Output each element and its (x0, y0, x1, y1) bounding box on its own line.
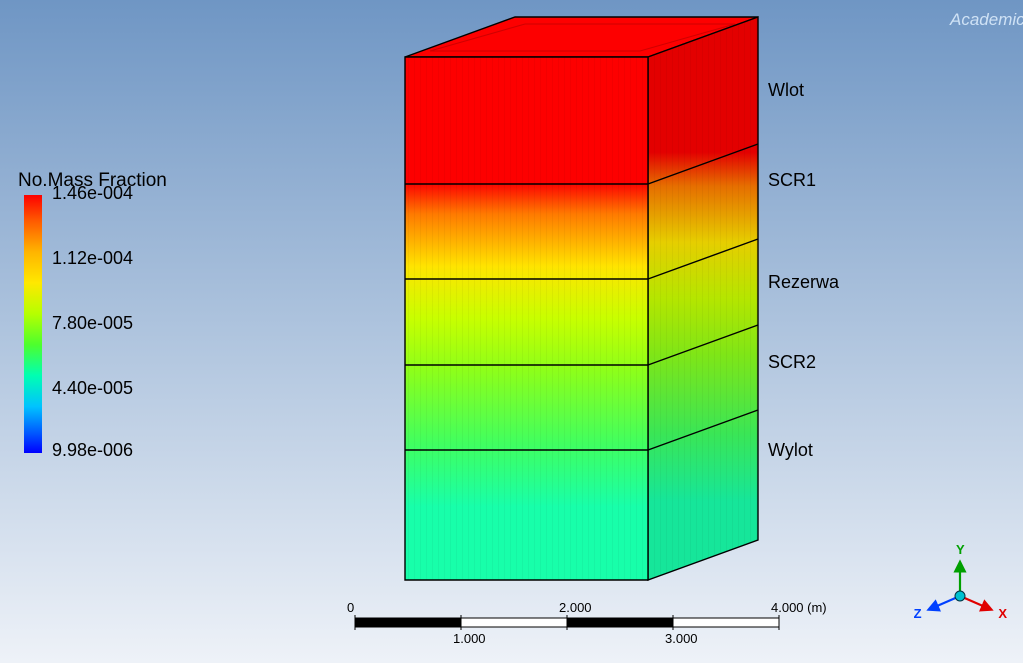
axis-label-x: X (998, 606, 1007, 621)
section-label: SCR2 (768, 352, 816, 373)
section-label: Wlot (768, 80, 804, 101)
scale-tick-label: 3.000 (665, 631, 698, 646)
scene-svg (0, 0, 1023, 663)
scale-segment (673, 618, 779, 627)
model-front-hatch (405, 57, 648, 580)
legend-tick: 7.80e-005 (52, 313, 133, 334)
legend-tick: 4.40e-005 (52, 378, 133, 399)
section-label: Wylot (768, 440, 813, 461)
model-3d (405, 17, 758, 580)
legend-tick: 1.46e-004 (52, 183, 133, 204)
legend-tick: 1.12e-004 (52, 248, 133, 269)
axis-origin (955, 591, 965, 601)
section-label: SCR1 (768, 170, 816, 191)
legend-tick: 9.98e-006 (52, 440, 133, 461)
scale-tick-label: 2.000 (559, 600, 592, 615)
section-label: Rezerwa (768, 272, 839, 293)
scale-tick-label: 4.000 (m) (771, 600, 827, 615)
scale-segment (461, 618, 567, 627)
scale-tick-label: 1.000 (453, 631, 486, 646)
legend-colorbar (24, 195, 42, 453)
scale-tick-label: 0 (347, 600, 354, 615)
model-right-hatch (648, 17, 758, 580)
axis-label-z: Z (914, 606, 922, 621)
axis-label-y: Y (956, 542, 965, 557)
scale-segment (567, 618, 673, 627)
scale-segment (355, 618, 461, 627)
watermark: Academic (950, 10, 1023, 30)
